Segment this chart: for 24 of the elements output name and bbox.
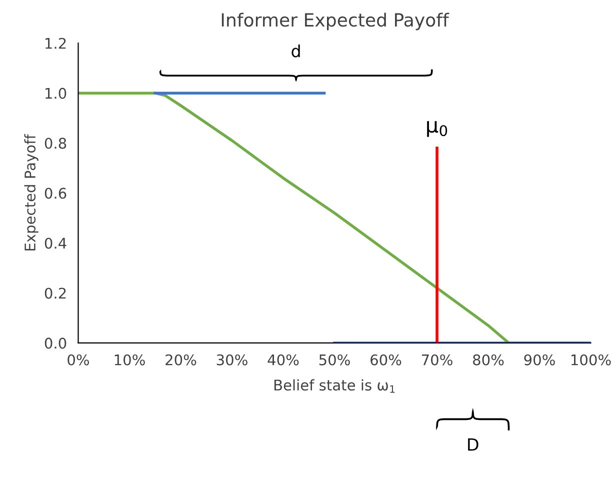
x-tick-label: 60%	[370, 354, 402, 366]
y-tick-label: 0.6	[44, 188, 66, 199]
x-tick-label: 80%	[473, 354, 504, 366]
y-axis-title: Expected Payoff	[24, 134, 38, 250]
chart-title: Informer Expected Payoff	[222, 12, 450, 30]
y-tick-label: 0.2	[44, 288, 66, 299]
x-tick-label: 70%	[422, 354, 452, 366]
x-tick-label: 10%	[114, 354, 145, 366]
annotation: d	[292, 44, 300, 58]
y-tick-label: 1.0	[46, 88, 66, 99]
y-tick-label: 0.8	[44, 138, 66, 149]
x-tick-label: 90%	[524, 354, 555, 366]
x-tick-label: 30%	[216, 354, 248, 366]
text: D	[468, 438, 478, 451]
y-tick-label: 0.4	[44, 238, 66, 249]
x-tick-label: 50%	[319, 354, 350, 366]
x-tick-label: 100%	[572, 354, 611, 366]
annotation: μ$_{0}$	[427, 121, 448, 137]
y-tick-label: 0.0	[44, 338, 66, 349]
x-tick-label: 20%	[166, 354, 196, 366]
x-tick-label: 40%	[268, 354, 299, 366]
y-tick-label: 1.2	[46, 38, 66, 49]
x-tick-label: 0%	[68, 354, 89, 366]
x-axis-title: Belief state is ω$_{1}$	[274, 379, 395, 393]
